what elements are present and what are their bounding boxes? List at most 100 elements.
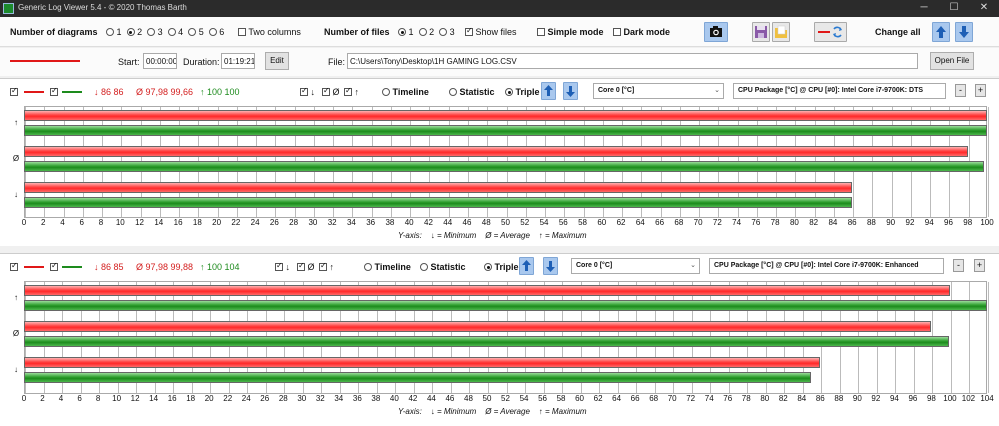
x-axis-tick: 72 xyxy=(686,394,696,403)
sensor-left-select[interactable]: Core 0 [°C] ⌄ xyxy=(571,258,700,274)
x-axis-tick: 36 xyxy=(366,218,376,227)
start-time-input[interactable]: 00:00:00 xyxy=(143,53,177,69)
diagram-option-5[interactable]: 5 xyxy=(188,27,204,37)
x-axis-tick: 70 xyxy=(693,218,703,227)
number-of-files-label: Number of files xyxy=(324,27,390,37)
app-icon xyxy=(3,3,14,14)
move-up-button[interactable] xyxy=(519,257,534,275)
mode-triple-radio[interactable]: Triple xyxy=(484,262,519,272)
x-axis-tick: 38 xyxy=(371,394,381,403)
zoom-out-button[interactable]: - xyxy=(955,84,966,97)
series2-color-line xyxy=(62,91,82,93)
x-axis-tick: 66 xyxy=(630,394,640,403)
x-axis-tick: 56 xyxy=(558,218,568,227)
sensor-right-select[interactable]: CPU Package [°C] @ CPU [#0]: Intel Core … xyxy=(709,258,944,274)
x-axis-tick: 58 xyxy=(578,218,587,227)
x-axis-tick: 84 xyxy=(828,218,838,227)
show-avg-checkbox[interactable]: Ø xyxy=(297,261,315,272)
open-folder-button[interactable] xyxy=(772,22,790,42)
x-axis-tick: 16 xyxy=(173,218,183,227)
mode-statistic-radio[interactable]: Statistic xyxy=(449,87,495,97)
sensor-right-select[interactable]: CPU Package [°C] @ CPU [#0]: Intel Core … xyxy=(733,83,946,99)
camera-icon xyxy=(710,26,722,37)
x-axis-tick: 16 xyxy=(167,394,177,403)
swap-colors-button[interactable] xyxy=(814,22,847,42)
show-min-checkbox[interactable]: ↓ xyxy=(300,86,315,97)
zoom-in-button[interactable]: + xyxy=(975,84,986,97)
save-button[interactable] xyxy=(752,22,770,42)
show-max-checkbox[interactable]: ↑ xyxy=(344,86,359,97)
diagram-option-2[interactable]: 2 xyxy=(126,27,142,37)
x-axis-tick: 88 xyxy=(866,218,876,227)
show-avg-checkbox[interactable]: Ø xyxy=(322,86,340,97)
x-axis-tick: 24 xyxy=(241,394,251,403)
x-axis-tick: 92 xyxy=(905,218,915,227)
show-min-checkbox[interactable]: ↓ xyxy=(275,261,290,272)
minimize-button[interactable]: ─ xyxy=(920,2,928,13)
zoom-out-button[interactable]: - xyxy=(953,259,964,272)
x-axis-tick: 64 xyxy=(635,218,645,227)
swap-icon xyxy=(818,26,842,38)
axis-legend: Y-axis: ↓ = Minimum Ø = Average ↑ = Maxi… xyxy=(398,407,587,416)
mode-timeline-radio[interactable]: Timeline xyxy=(364,262,411,272)
grid-line xyxy=(988,282,989,393)
file-option-2[interactable]: 2 xyxy=(418,27,434,37)
series2-visible-checkbox[interactable] xyxy=(50,86,58,97)
series1-visible-checkbox[interactable] xyxy=(10,261,18,272)
file-option-1[interactable]: 1 xyxy=(398,27,414,37)
diagram-option-1[interactable]: 1 xyxy=(106,27,122,37)
move-up-all-button[interactable] xyxy=(932,22,950,42)
open-file-button[interactable]: Open File xyxy=(930,52,974,70)
maximize-button[interactable]: ☐ xyxy=(949,2,959,13)
x-axis-tick: 58 xyxy=(556,394,566,403)
mode-statistic-radio[interactable]: Statistic xyxy=(420,262,466,272)
x-axis-tick: 82 xyxy=(809,218,819,227)
simple-mode-checkbox[interactable]: Simple mode xyxy=(537,27,604,37)
close-button[interactable]: ✕ xyxy=(979,2,989,13)
two-columns-checkbox[interactable]: Two columns xyxy=(238,27,301,37)
show-max-checkbox[interactable]: ↑ xyxy=(319,261,334,272)
x-axis-tick: 6 xyxy=(79,218,84,227)
show-files-checkbox[interactable]: Show files xyxy=(465,26,517,37)
arrow-down-icon xyxy=(566,86,575,97)
move-down-all-button[interactable] xyxy=(955,22,973,42)
diagram-option-3[interactable]: 3 xyxy=(147,27,163,37)
series1-visible-checkbox[interactable] xyxy=(10,86,18,97)
series1-color-line xyxy=(24,266,44,268)
dark-mode-checkbox[interactable]: Dark mode xyxy=(613,27,670,37)
mode-timeline-radio[interactable]: Timeline xyxy=(382,87,429,97)
x-axis-tick: 82 xyxy=(778,394,788,403)
file-option-3[interactable]: 3 xyxy=(439,27,455,37)
x-axis-tick: 76 xyxy=(751,218,761,227)
x-axis-tick: 4 xyxy=(58,394,64,403)
x-axis-tick: 62 xyxy=(616,218,626,227)
move-up-button[interactable] xyxy=(541,82,556,100)
x-axis-tick: 0 xyxy=(21,394,27,403)
x-axis-tick: 66 xyxy=(655,218,665,227)
x-axis-tick: 94 xyxy=(889,394,899,403)
diagram-option-6[interactable]: 6 xyxy=(208,27,224,37)
file-path-input[interactable]: C:\Users\Tony\Desktop\1H GAMING LOG.CSV xyxy=(347,53,918,69)
series2-visible-checkbox[interactable] xyxy=(50,261,58,272)
edit-button[interactable]: Edit xyxy=(265,52,289,70)
duration-input[interactable]: 01:19:21 xyxy=(221,53,255,69)
diagram-option-4[interactable]: 4 xyxy=(167,27,183,37)
x-axis-tick: 52 xyxy=(501,394,510,403)
screenshot-button[interactable] xyxy=(704,22,728,42)
x-axis-tick: 98 xyxy=(926,394,936,403)
x-axis-tick: 12 xyxy=(130,394,140,403)
mode-triple-radio[interactable]: Triple xyxy=(505,87,540,97)
move-down-button[interactable] xyxy=(563,82,578,100)
x-axis-tick: 102 xyxy=(961,394,976,403)
grid-line xyxy=(969,282,971,393)
x-axis-tick: 20 xyxy=(204,394,214,403)
row-label: ↑ xyxy=(14,118,18,127)
sensor-left-select[interactable]: Core 0 [°C] ⌄ xyxy=(593,83,724,99)
zoom-in-button[interactable]: + xyxy=(974,259,985,272)
x-axis-tick: 8 xyxy=(98,218,104,227)
x-axis-tick: 74 xyxy=(732,218,742,227)
move-down-button[interactable] xyxy=(543,257,558,275)
x-axis-tick: 90 xyxy=(852,394,862,403)
x-axis-tick: 88 xyxy=(834,394,844,403)
x-axis-tick: 54 xyxy=(539,218,549,227)
